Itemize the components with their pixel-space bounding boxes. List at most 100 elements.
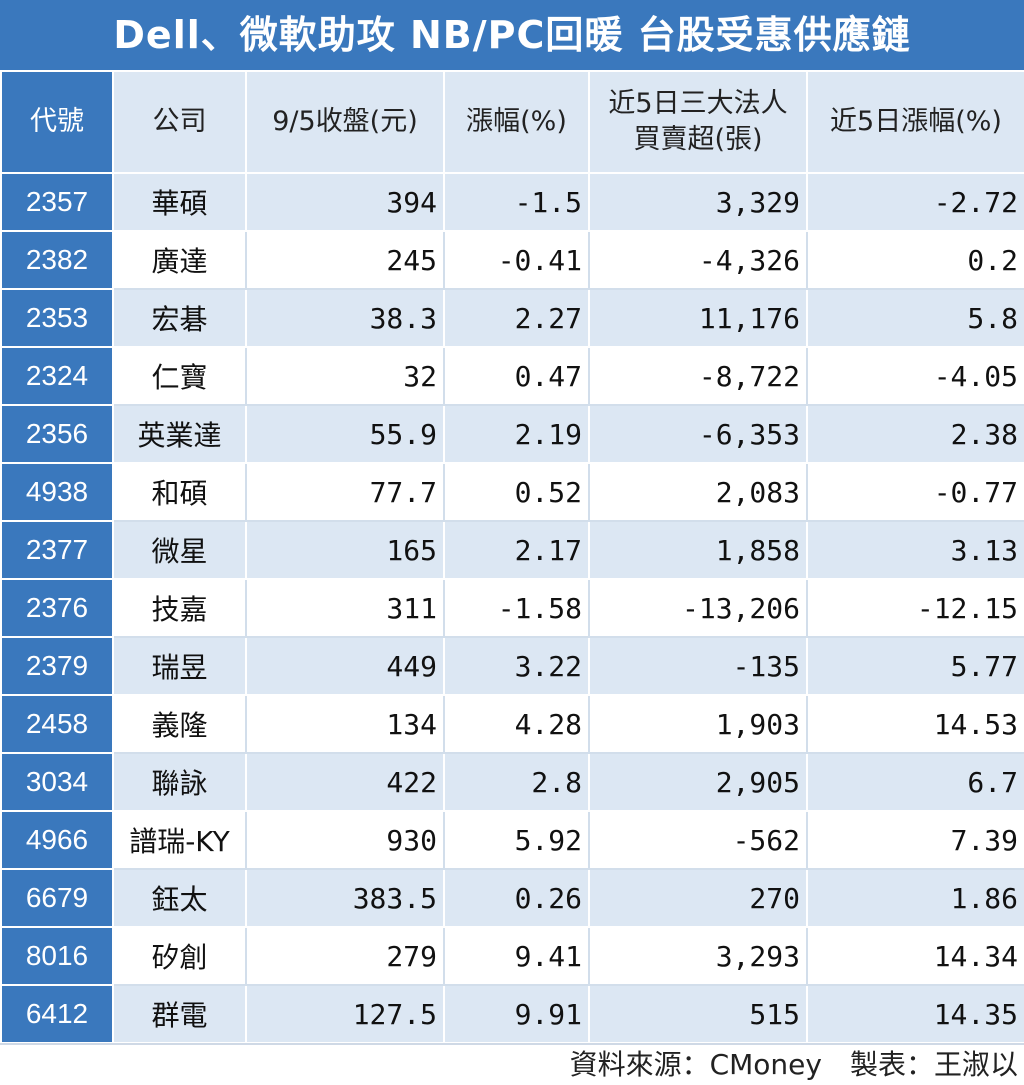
cell-5day-change: 7.39: [806, 810, 1024, 870]
cell-code: 4966: [0, 810, 114, 870]
cell-5day-change: 14.35: [806, 984, 1024, 1044]
cell-change-pct: 2.17: [443, 520, 590, 580]
cell-change-pct: 2.19: [443, 404, 590, 464]
footer-source: 資料來源：CMoney: [569, 1048, 822, 1081]
header-institutional-net: 近5日三大法人 買賣超(張): [588, 70, 808, 174]
cell-close-price: 422: [245, 752, 445, 812]
cell-close-price: 77.7: [245, 462, 445, 522]
table-row: 8016 矽創 279 9.41 3,293 14.34: [0, 926, 1024, 986]
cell-close-price: 394: [245, 172, 445, 232]
cell-institutional-net: -8,722: [588, 346, 808, 406]
cell-institutional-net: -562: [588, 810, 808, 870]
table-title: Dell、微軟助攻 NB/PC回暖 台股受惠供應鏈: [0, 0, 1024, 70]
cell-code: 2324: [0, 346, 114, 406]
cell-company: 群電: [112, 984, 247, 1044]
cell-institutional-net: 1,903: [588, 694, 808, 754]
cell-5day-change: -12.15: [806, 578, 1024, 638]
cell-company: 微星: [112, 520, 247, 580]
table-row: 4938 和碩 77.7 0.52 2,083 -0.77: [0, 462, 1024, 522]
header-institutional-net-line2: 買賣超(張): [633, 124, 763, 155]
cell-company: 英業達: [112, 404, 247, 464]
table-row: 2377 微星 165 2.17 1,858 3.13: [0, 520, 1024, 580]
cell-5day-change: 1.86: [806, 868, 1024, 928]
cell-5day-change: 14.34: [806, 926, 1024, 986]
cell-close-price: 134: [245, 694, 445, 754]
cell-change-pct: 9.91: [443, 984, 590, 1044]
cell-company: 矽創: [112, 926, 247, 986]
cell-5day-change: -2.72: [806, 172, 1024, 232]
cell-5day-change: 6.7: [806, 752, 1024, 812]
cell-company: 仁寶: [112, 346, 247, 406]
table-row: 2353 宏碁 38.3 2.27 11,176 5.8: [0, 288, 1024, 348]
header-company: 公司: [112, 70, 247, 174]
table-row: 2356 英業達 55.9 2.19 -6,353 2.38: [0, 404, 1024, 464]
cell-change-pct: 2.27: [443, 288, 590, 348]
cell-close-price: 38.3: [245, 288, 445, 348]
cell-change-pct: 9.41: [443, 926, 590, 986]
cell-code: 2357: [0, 172, 114, 232]
cell-company: 宏碁: [112, 288, 247, 348]
table-row: 3034 聯詠 422 2.8 2,905 6.7: [0, 752, 1024, 812]
cell-close-price: 383.5: [245, 868, 445, 928]
cell-institutional-net: -13,206: [588, 578, 808, 638]
cell-5day-change: 0.2: [806, 230, 1024, 290]
cell-close-price: 311: [245, 578, 445, 638]
table-row: 6412 群電 127.5 9.91 515 14.35: [0, 984, 1024, 1044]
cell-institutional-net: 11,176: [588, 288, 808, 348]
cell-code: 2382: [0, 230, 114, 290]
header-institutional-net-line1: 近5日三大法人: [608, 88, 788, 119]
cell-company: 鈺太: [112, 868, 247, 928]
table-row: 6679 鈺太 383.5 0.26 270 1.86: [0, 868, 1024, 928]
cell-change-pct: -1.5: [443, 172, 590, 232]
cell-code: 2379: [0, 636, 114, 696]
cell-company: 華碩: [112, 172, 247, 232]
cell-5day-change: 3.13: [806, 520, 1024, 580]
cell-institutional-net: 3,293: [588, 926, 808, 986]
cell-code: 2458: [0, 694, 114, 754]
table-row: 2357 華碩 394 -1.5 3,329 -2.72: [0, 172, 1024, 232]
cell-change-pct: 5.92: [443, 810, 590, 870]
cell-institutional-net: 270: [588, 868, 808, 928]
cell-institutional-net: -6,353: [588, 404, 808, 464]
cell-institutional-net: -4,326: [588, 230, 808, 290]
cell-change-pct: 2.8: [443, 752, 590, 812]
cell-code: 4938: [0, 462, 114, 522]
cell-code: 2377: [0, 520, 114, 580]
cell-change-pct: -1.58: [443, 578, 590, 638]
cell-code: 3034: [0, 752, 114, 812]
cell-institutional-net: 2,083: [588, 462, 808, 522]
header-row: 代號 公司 9/5收盤(元) 漲幅(%) 近5日三大法人 買賣超(張) 近5日漲…: [0, 70, 1024, 174]
table-row: 2382 廣達 245 -0.41 -4,326 0.2: [0, 230, 1024, 290]
cell-company: 瑞昱: [112, 636, 247, 696]
cell-institutional-net: 3,329: [588, 172, 808, 232]
cell-5day-change: 5.8: [806, 288, 1024, 348]
cell-change-pct: 3.22: [443, 636, 590, 696]
table-row: 2376 技嘉 311 -1.58 -13,206 -12.15: [0, 578, 1024, 638]
cell-5day-change: 5.77: [806, 636, 1024, 696]
footer-author: 製表：王淑以: [849, 1048, 1018, 1081]
table-row: 4966 譜瑞-KY 930 5.92 -562 7.39: [0, 810, 1024, 870]
cell-company: 廣達: [112, 230, 247, 290]
cell-close-price: 165: [245, 520, 445, 580]
header-code: 代號: [0, 70, 114, 174]
cell-5day-change: -4.05: [806, 346, 1024, 406]
cell-close-price: 279: [245, 926, 445, 986]
cell-code: 2356: [0, 404, 114, 464]
cell-code: 6679: [0, 868, 114, 928]
cell-code: 2353: [0, 288, 114, 348]
table-body: 2357 華碩 394 -1.5 3,329 -2.72 2382 廣達 245 -0.41 -4,…: [0, 172, 1024, 1044]
cell-company: 技嘉: [112, 578, 247, 638]
cell-institutional-net: 515: [588, 984, 808, 1044]
cell-close-price: 127.5: [245, 984, 445, 1044]
cell-close-price: 930: [245, 810, 445, 870]
stock-table: 代號 公司 9/5收盤(元) 漲幅(%) 近5日三大法人 買賣超(張) 近5日漲…: [0, 70, 1024, 1044]
table-row: 2379 瑞昱 449 3.22 -135 5.77: [0, 636, 1024, 696]
cell-company: 譜瑞-KY: [112, 810, 247, 870]
cell-close-price: 32: [245, 346, 445, 406]
header-change-pct: 漲幅(%): [443, 70, 590, 174]
cell-company: 聯詠: [112, 752, 247, 812]
cell-close-price: 55.9: [245, 404, 445, 464]
cell-institutional-net: -135: [588, 636, 808, 696]
table-row: 2324 仁寶 32 0.47 -8,722 -4.05: [0, 346, 1024, 406]
cell-institutional-net: 1,858: [588, 520, 808, 580]
